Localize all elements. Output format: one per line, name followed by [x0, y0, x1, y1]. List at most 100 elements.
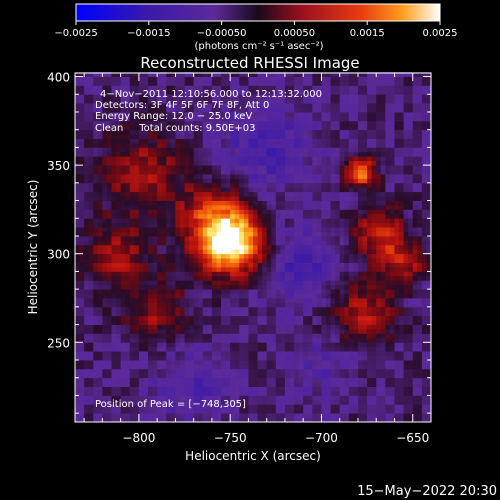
heatmap-cell	[266, 213, 272, 219]
heatmap-cell	[266, 399, 272, 405]
heatmap-cell	[234, 395, 240, 401]
heatmap-cell	[134, 311, 140, 317]
heatmap-cell	[129, 328, 135, 334]
heatmap-cell	[102, 235, 108, 241]
heatmap-cell	[211, 293, 217, 299]
heatmap-cell	[116, 373, 122, 379]
heatmap-cell	[134, 182, 140, 188]
heatmap-cell	[179, 165, 185, 170]
heatmap-cell	[102, 368, 108, 374]
heatmap-cell	[179, 138, 185, 144]
heatmap-cell	[321, 231, 327, 237]
heatmap-cell	[161, 218, 167, 224]
heatmap-cell	[312, 399, 318, 405]
heatmap-cell	[216, 346, 222, 352]
heatmap-cell	[189, 244, 195, 250]
heatmap-cell	[321, 209, 327, 215]
heatmap-cell	[207, 324, 213, 330]
heatmap-cell	[111, 408, 117, 414]
heatmap-cell	[239, 346, 245, 352]
heatmap-cell	[207, 297, 213, 303]
heatmap-cell	[193, 364, 199, 370]
heatmap-cell	[298, 129, 304, 135]
heatmap-cell	[275, 80, 281, 86]
heatmap-cell	[216, 160, 222, 166]
heatmap-cell	[102, 98, 108, 104]
heatmap-cell	[353, 253, 359, 259]
heatmap-cell	[111, 120, 117, 126]
heatmap-cell	[257, 240, 263, 246]
heatmap-cell	[221, 218, 227, 224]
heatmap-cell	[116, 103, 122, 108]
heatmap-cell	[129, 364, 135, 370]
heatmap-cell	[84, 160, 90, 166]
heatmap-cell	[243, 165, 249, 170]
heatmap-cell	[289, 320, 295, 325]
heatmap-cell	[170, 302, 176, 308]
heatmap-cell	[148, 315, 153, 321]
heatmap-cell	[284, 333, 290, 339]
heatmap-cell	[161, 182, 167, 188]
heatmap-cell	[330, 364, 336, 370]
heatmap-cell	[120, 253, 126, 259]
heatmap-cell	[294, 165, 300, 170]
heatmap-cell	[344, 320, 350, 325]
heatmap-cell	[93, 373, 99, 379]
heatmap-cell	[312, 280, 318, 286]
colorbar-tick-label: 0.00050	[274, 28, 315, 39]
heatmap-cell	[84, 306, 90, 312]
heatmap-cell	[97, 275, 103, 281]
heatmap-cell	[221, 359, 227, 365]
heatmap-cell	[344, 311, 350, 317]
heatmap-cell	[198, 173, 204, 179]
heatmap-cell	[289, 85, 295, 91]
heatmap-cell	[152, 196, 158, 201]
heatmap-cell	[243, 187, 249, 193]
heatmap-cell	[312, 165, 318, 170]
heatmap-cell	[120, 107, 126, 113]
heatmap-cell	[275, 98, 281, 104]
heatmap-cell	[344, 235, 350, 241]
heatmap-cell	[321, 156, 327, 162]
heatmap-cell	[166, 165, 172, 170]
heatmap-cell	[79, 142, 85, 148]
heatmap-cell	[275, 377, 281, 383]
heatmap-cell	[161, 382, 167, 387]
heatmap-cell	[134, 262, 140, 268]
heatmap-cell	[125, 142, 131, 148]
heatmap-cell	[348, 280, 354, 286]
heatmap-cell	[253, 222, 258, 228]
heatmap-cell	[344, 200, 350, 206]
heatmap-cell	[266, 138, 272, 144]
heatmap-cell	[303, 266, 309, 272]
heatmap-cell	[129, 173, 135, 179]
heatmap-cell	[143, 253, 149, 259]
heatmap-cell	[152, 417, 158, 423]
heatmap-cell	[143, 417, 149, 423]
heatmap-cell	[284, 222, 290, 228]
heatmap-cell	[307, 125, 313, 131]
heatmap-cell	[230, 227, 236, 232]
heatmap-cell	[303, 320, 309, 325]
heatmap-cell	[102, 271, 108, 277]
heatmap-cell	[138, 293, 144, 299]
heatmap-cell	[312, 76, 318, 82]
heatmap-cell	[138, 266, 144, 272]
heatmap-cell	[321, 134, 327, 139]
heatmap-cell	[184, 218, 190, 224]
heatmap-cell	[211, 209, 217, 215]
heatmap-cell	[216, 222, 222, 228]
heatmap-cell	[243, 391, 249, 396]
heatmap-cell	[79, 417, 85, 423]
heatmap-cell	[88, 76, 94, 82]
heatmap-cell	[326, 284, 331, 290]
heatmap-cell	[284, 302, 290, 308]
heatmap-cell	[239, 187, 245, 193]
heatmap-cell	[253, 156, 258, 162]
heatmap-cell	[157, 359, 163, 365]
heatmap-cell	[106, 306, 112, 312]
heatmap-cell	[93, 142, 99, 148]
heatmap-cell	[129, 89, 135, 95]
heatmap-cell	[84, 333, 90, 339]
heatmap-cell	[134, 169, 140, 175]
